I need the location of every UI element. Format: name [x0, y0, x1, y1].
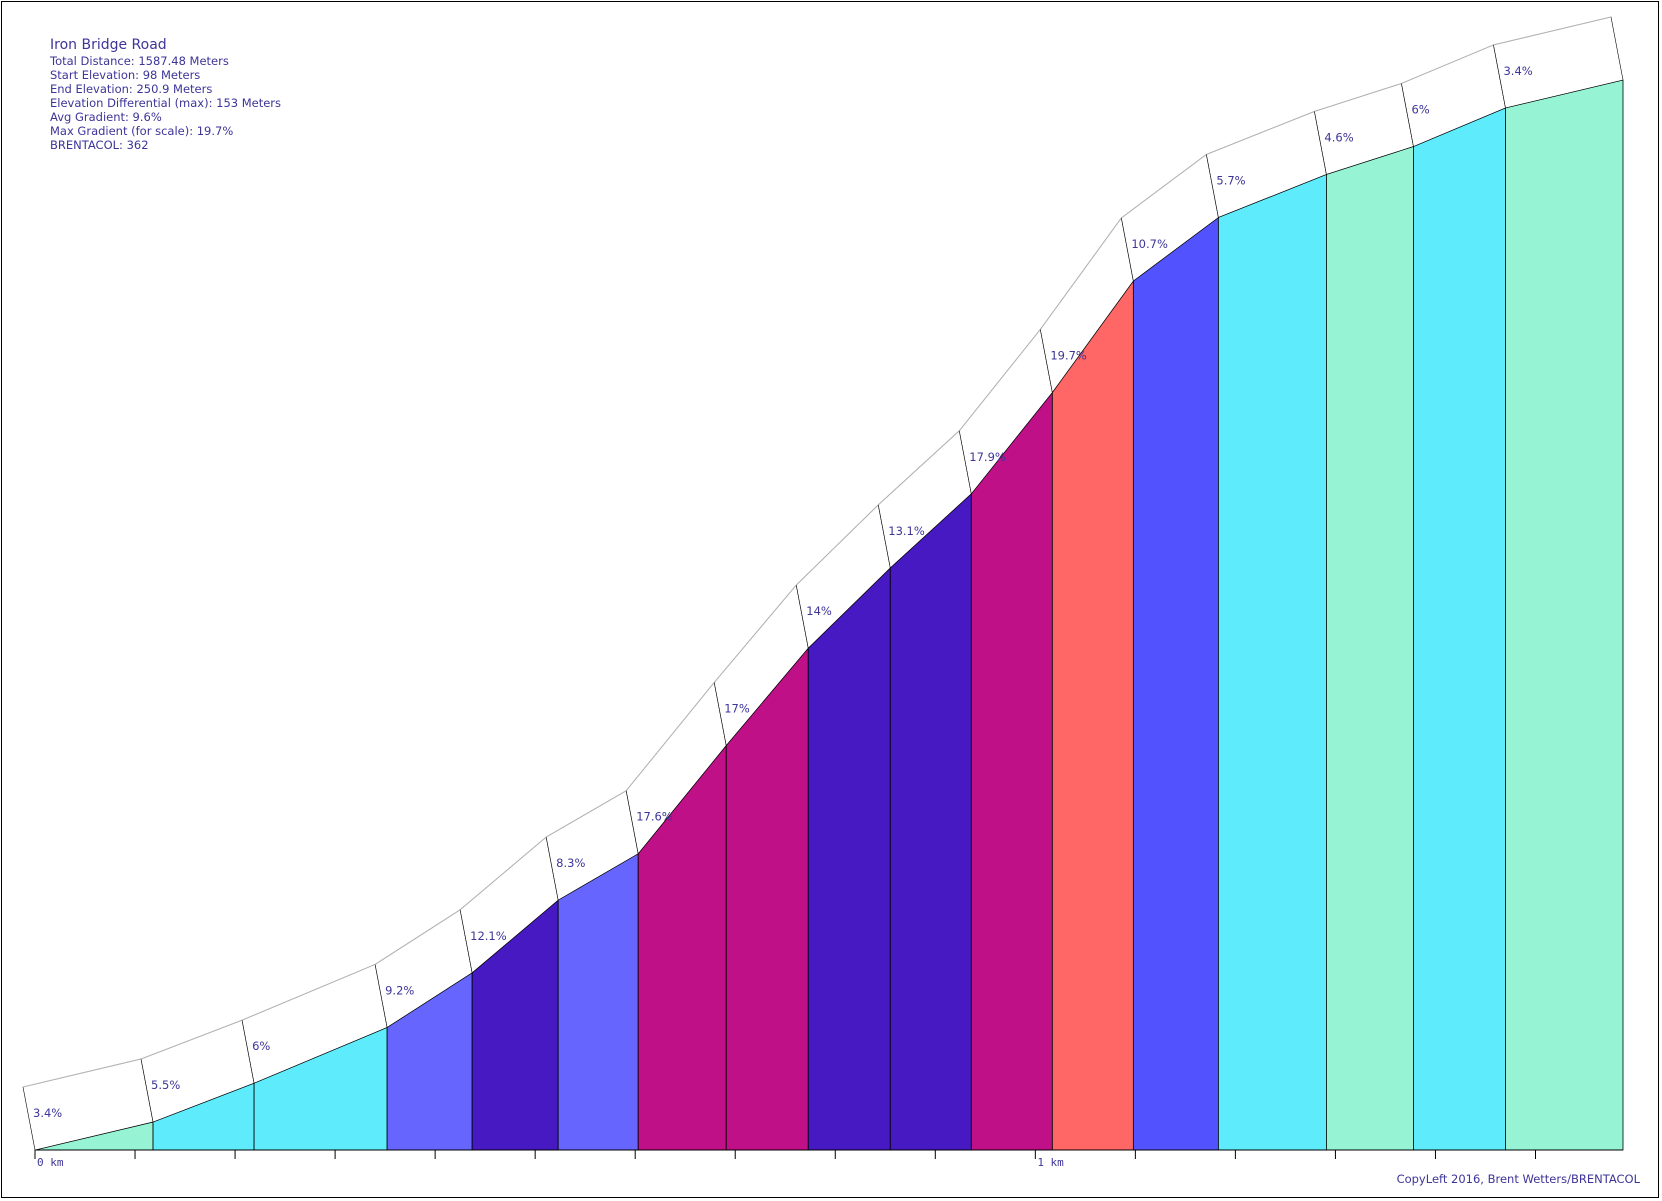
gradient-label-16: 3.4% — [1503, 64, 1532, 78]
segment-fill-15 — [1413, 107, 1506, 1151]
segment-fill-13 — [1217, 173, 1327, 1151]
band-top-edge-16 — [1493, 16, 1612, 46]
avg-gradient: Avg Gradient: 9.6% — [50, 110, 162, 124]
gradient-label-13: 5.7% — [1216, 173, 1245, 187]
gradient-label-14: 4.6% — [1324, 130, 1353, 144]
x-tick-label-1: 1 km — [1037, 1156, 1064, 1169]
band-top-edge-8 — [795, 504, 879, 586]
band-top-edge-4 — [459, 836, 547, 911]
band-top-edge-11 — [1039, 217, 1122, 330]
band-top-edge-14 — [1314, 82, 1402, 112]
band-top-edge-15 — [1401, 44, 1494, 84]
segment-fill-10 — [970, 391, 1053, 1151]
band-top-edge-7 — [713, 584, 797, 683]
gradient-label-9: 13.1% — [888, 524, 925, 538]
gradient-label-5: 8.3% — [556, 856, 585, 870]
gradient-label-2: 6% — [252, 1039, 270, 1053]
brentacol-score: BRENTACOL: 362 — [50, 138, 149, 152]
gradient-label-0: 3.4% — [33, 1106, 62, 1120]
x-tick-label-0: 0 km — [37, 1156, 64, 1169]
gradient-label-3: 9.2% — [385, 983, 414, 997]
route-info-panel: Iron Bridge Road Total Distance: 1587.48… — [50, 37, 281, 152]
start-elevation: Start Elevation: 98 Meters — [50, 68, 201, 82]
band-top-edge-6 — [625, 682, 715, 792]
band-top-edge-0 — [22, 1058, 142, 1088]
segment-fill-16 — [1505, 79, 1624, 1151]
copyleft-notice: CopyLeft 2016, Brent Wetters/BRENTACOL — [1396, 1172, 1640, 1186]
segment-fill-5 — [557, 852, 639, 1151]
gradient-label-15: 6% — [1411, 102, 1429, 116]
gradient-label-4: 12.1% — [470, 929, 507, 943]
total-distance: Total Distance: 1587.48 Meters — [50, 54, 229, 68]
segment-fill-14 — [1326, 145, 1414, 1151]
segment-fill-9 — [889, 492, 972, 1151]
gradient-label-bands — [22, 16, 1624, 1151]
gradient-label-6: 17.6% — [636, 810, 673, 824]
band-top-edge-2 — [241, 963, 376, 1021]
gradient-label-12: 10.7% — [1131, 237, 1168, 251]
end-elevation: End Elevation: 250.9 Meters — [50, 82, 213, 96]
band-top-edge-9 — [877, 430, 960, 506]
route-title: Iron Bridge Road — [50, 37, 167, 53]
segment-fill-12 — [1132, 216, 1219, 1151]
max-gradient: Max Gradient (for scale): 19.7% — [50, 124, 234, 138]
gradient-label-1: 5.5% — [151, 1078, 180, 1092]
x-axis: 0 km 1 km — [34, 1149, 1623, 1169]
band-top-edge-3 — [374, 909, 461, 965]
band-top-edge-12 — [1121, 154, 1207, 219]
elevation-differential: Elevation Differential (max): 153 Meters — [50, 96, 282, 110]
band-top-edge-1 — [140, 1019, 243, 1060]
segment-fill-11 — [1051, 279, 1134, 1151]
gradient-label-7: 17% — [724, 701, 750, 715]
band-top-edge-5 — [545, 790, 627, 838]
band-top-edge-13 — [1206, 110, 1315, 155]
gradient-label-10: 17.9% — [969, 450, 1006, 464]
gradient-label-8: 14% — [806, 604, 832, 618]
gradient-labels: 3.4% 5.5% 6% 9.2% 12.1% 8.3% 17.6% 17% 14% 13.1% 1… — [33, 64, 1533, 1120]
segment-fills — [34, 79, 1624, 1151]
gradient-label-11: 19.7% — [1050, 348, 1087, 362]
segment-fill-8 — [807, 566, 891, 1151]
band-top-edge-10 — [958, 329, 1041, 432]
